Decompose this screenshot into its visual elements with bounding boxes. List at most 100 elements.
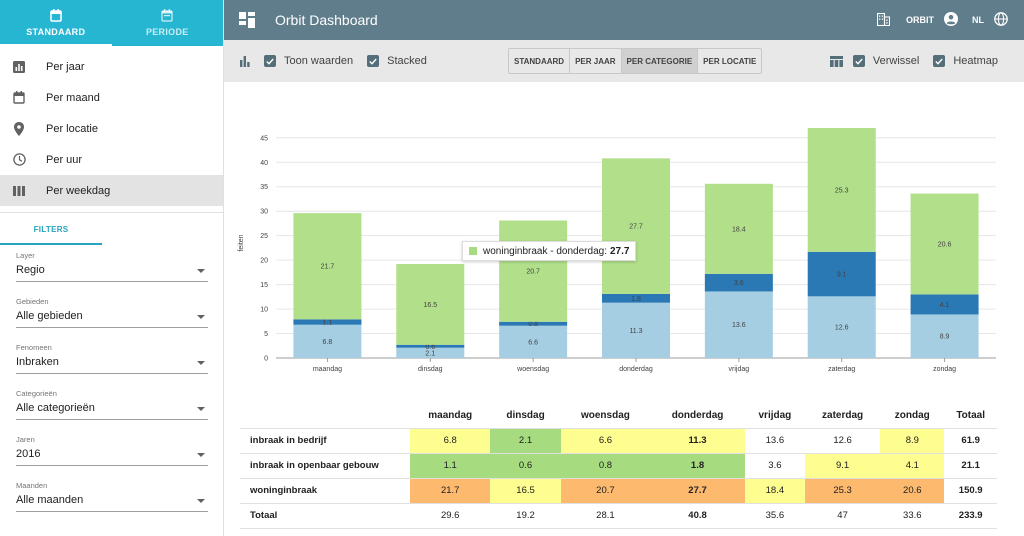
seg-per-jaar[interactable]: PER JAAR: [570, 49, 622, 73]
bar-segment: [396, 264, 465, 345]
col-header: donderdag: [671, 410, 724, 422]
table-icon[interactable]: [829, 55, 843, 67]
row-header: Totaal: [240, 502, 410, 529]
stacked-bar-chart: 0 5 10 15 20 25 30 35 40 45 feiten 6.8 1.1 21.7 maanda…: [224, 82, 1024, 382]
select-text: 2016: [16, 448, 41, 460]
bar-value-label: 12.6: [835, 325, 849, 332]
language-label[interactable]: NL: [972, 15, 984, 25]
dropdown-arrow-icon: [197, 407, 205, 411]
dropdown-arrow-icon: [197, 499, 205, 503]
table-corner: [240, 404, 410, 428]
select-value[interactable]: Regio: [16, 264, 208, 282]
account-icon[interactable]: [944, 12, 958, 28]
y-tick-label: 40: [260, 160, 268, 167]
table-cell: 13.6: [744, 427, 805, 453]
field-label: Fenomeen: [16, 343, 52, 352]
swap-label: Verwissel: [872, 55, 920, 67]
swap-checkbox[interactable]: Verwissel: [852, 55, 920, 67]
nav-item-per-maand[interactable]: Per maand: [0, 82, 223, 113]
select-value[interactable]: Alle categorieën: [16, 402, 208, 420]
gebieden-select[interactable]: Gebieden Alle gebieden: [16, 297, 208, 328]
dashboard-logo-icon: [239, 12, 255, 28]
x-tick-label: woensdag: [516, 366, 549, 373]
filters-tab[interactable]: FILTERS: [0, 212, 223, 245]
x-tick-label: dinsdag: [418, 366, 443, 373]
bar-segment: [704, 183, 773, 274]
globe-icon[interactable]: [994, 12, 1008, 28]
fenomeen-select[interactable]: Fenomeen Inbraken: [16, 343, 208, 374]
dropdown-arrow-icon: [197, 453, 205, 457]
select-text: Alle maanden: [16, 494, 84, 506]
categorieen-select[interactable]: Categorieën Alle categorieën: [16, 389, 208, 420]
tab-periode-label: PERIODE: [145, 27, 189, 37]
nav-item-per-uur[interactable]: Per uur: [0, 144, 223, 175]
table-cell: 6.6: [560, 427, 651, 453]
y-tick-label: 20: [260, 258, 268, 265]
nav-item-per-weekdag[interactable]: Per weekdag: [0, 175, 223, 206]
seg-standaard[interactable]: STANDAARD: [509, 49, 571, 73]
y-tick-label: 25: [260, 233, 268, 240]
heatmap-checkbox[interactable]: Heatmap: [933, 55, 998, 67]
table-row: inbraak in bedrijf 6.8 2.1 6.6 11.3 13.6…: [240, 427, 997, 453]
select-value[interactable]: Alle gebieden: [16, 310, 208, 328]
bar-segment: [396, 347, 465, 358]
table-cell: 12.6: [804, 427, 881, 453]
nav-item-label: Per jaar: [46, 60, 85, 73]
row-total: 150.9: [944, 477, 997, 503]
bar-segment: [499, 220, 568, 322]
columns-icon: [12, 184, 26, 198]
stacked-label: Stacked: [387, 55, 427, 67]
bar-segment: [499, 321, 568, 326]
y-tick-label: 0: [264, 356, 268, 363]
table-cell: 1.1: [410, 452, 491, 478]
bar-value-label: 13.6: [732, 322, 746, 329]
select-value[interactable]: Inbraken: [16, 356, 208, 374]
bar-value-label: 1.8: [631, 296, 641, 303]
show-values-checkbox[interactable]: Toon waarden: [264, 55, 353, 67]
table-cell: 20.7: [560, 477, 651, 503]
check-icon: [264, 55, 276, 67]
nav-item-label: Per uur: [46, 153, 83, 166]
col-header: Totaal: [956, 410, 986, 422]
sidebar-tabs: STANDAARD PERIODE: [0, 0, 223, 46]
view-segmented-control: STANDAARD PER JAAR PER CATEGORIE PER LOC…: [508, 48, 763, 74]
bar-segment: [499, 325, 568, 358]
table-cell: 11.3: [650, 427, 745, 453]
calendar-range-icon: [161, 9, 173, 22]
bar-segment: [602, 293, 670, 303]
chart-toolbar: Toon waarden Stacked STANDAARD PER JAAR …: [224, 40, 1024, 82]
bar-segment: [293, 324, 362, 358]
field-label: Maanden: [16, 481, 48, 490]
tab-periode[interactable]: PERIODE: [112, 0, 224, 46]
bar-value-label: 2.1: [425, 350, 435, 357]
nav-item-per-locatie[interactable]: Per locatie: [0, 113, 223, 144]
stacked-checkbox[interactable]: Stacked: [367, 55, 427, 67]
select-value[interactable]: 2016: [16, 448, 208, 466]
seg-per-locatie[interactable]: PER LOCATIE: [698, 49, 762, 73]
bar-value-label: 8.9: [940, 334, 950, 341]
jaren-select[interactable]: Jaren 2016: [16, 435, 208, 466]
org-name[interactable]: ORBIT: [906, 15, 934, 25]
column-total: 40.8: [650, 502, 745, 529]
column-total: 19.2: [490, 502, 561, 529]
bar-value-label: 20.6: [938, 241, 952, 248]
select-value[interactable]: Alle maanden: [16, 494, 208, 512]
column-total: 29.6: [410, 502, 491, 529]
row-header: inbraak in bedrijf: [240, 427, 410, 453]
bar-segment: [807, 251, 876, 297]
table-row: woninginbraak 21.7 16.5 20.7 27.7 18.4 2…: [240, 477, 997, 503]
layer-select[interactable]: Layer Regio: [16, 251, 208, 282]
tab-standaard[interactable]: STANDAARD: [0, 0, 112, 46]
row-total: 61.9: [944, 427, 997, 453]
tooltip-label: woninginbraak - donderdag:: [483, 245, 607, 257]
bar-value-label: 6.6: [528, 339, 538, 346]
app-title: Orbit Dashboard: [275, 12, 378, 28]
bar-segment: [704, 273, 773, 292]
col-header: vrijdag: [758, 410, 792, 422]
nav-item-per-jaar[interactable]: Per jaar: [0, 51, 223, 82]
building-icon[interactable]: [876, 12, 891, 28]
maanden-select[interactable]: Maanden Alle maanden: [16, 481, 208, 512]
seg-per-categorie[interactable]: PER CATEGORIE: [621, 49, 699, 73]
field-label: Categorieën: [16, 389, 57, 398]
chart-type-icon[interactable]: [240, 55, 252, 67]
